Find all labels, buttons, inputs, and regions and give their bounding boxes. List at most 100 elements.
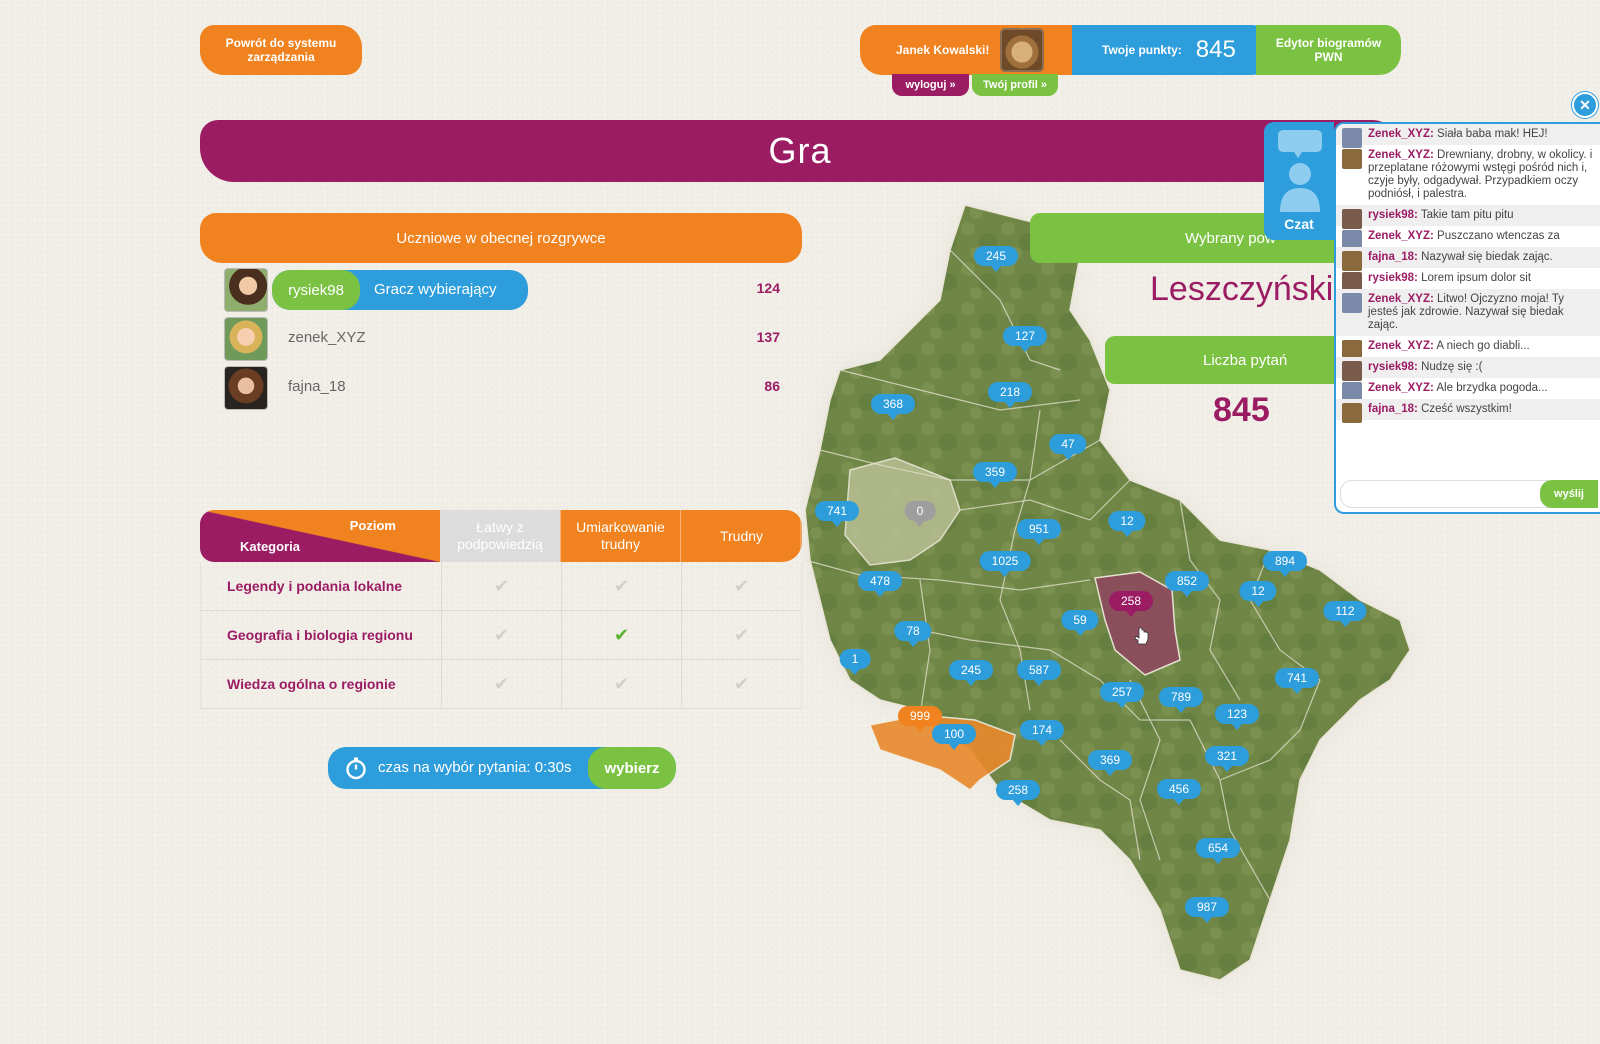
check-icon[interactable]: ✔: [681, 660, 801, 709]
district-pin[interactable]: 987: [1184, 897, 1230, 923]
player-row: zenek_XYZ 137: [224, 317, 780, 361]
district-pin[interactable]: 127: [1002, 326, 1048, 352]
district-pin[interactable]: 321: [1204, 746, 1250, 772]
back-to-admin-button[interactable]: Powrót do systemu zarządzania: [200, 25, 362, 75]
check-icon[interactable]: ✔: [441, 562, 561, 611]
district-pin[interactable]: 258: [995, 780, 1041, 806]
district-pin[interactable]: 174: [1019, 720, 1065, 746]
district-pin[interactable]: 368: [870, 394, 916, 420]
page-title: Gra: [200, 120, 1400, 182]
district-pin[interactable]: 78: [894, 621, 932, 647]
district-pin[interactable]: 359: [972, 462, 1018, 488]
chat-message: rysiek98: Takie tam pitu pitu: [1336, 205, 1600, 229]
district-pin[interactable]: 741: [1274, 668, 1320, 694]
send-button[interactable]: wyślij: [1540, 480, 1598, 508]
chat-author: fajna_18:: [1368, 251, 1418, 263]
user-avatar: [1000, 28, 1044, 72]
district-pin[interactable]: 123: [1214, 704, 1260, 730]
logout-button[interactable]: wyloguj »: [892, 74, 969, 96]
check-icon[interactable]: ✔: [681, 562, 801, 611]
check-icon[interactable]: ✔: [561, 660, 681, 709]
district-pin[interactable]: 789: [1158, 687, 1204, 713]
check-icon-selected[interactable]: ✔: [561, 611, 681, 660]
district-pin[interactable]: 951: [1016, 519, 1062, 545]
district-pin[interactable]: 112: [1323, 601, 1367, 627]
district-question-count: 12: [1239, 581, 1277, 607]
selected-district-name: Leszczyński: [1150, 270, 1334, 308]
district-pin[interactable]: 369: [1087, 750, 1133, 776]
district-pin[interactable]: 999: [897, 706, 943, 732]
district-pin[interactable]: 245: [948, 660, 994, 686]
district-pin[interactable]: 654: [1195, 838, 1241, 864]
player-score: 86: [764, 378, 780, 394]
chat-text: Ale brzydka pogoda...: [1436, 382, 1548, 394]
category-name: Wiedza ogólna o regionie: [227, 676, 396, 692]
close-icon[interactable]: ✕: [1572, 92, 1598, 118]
chat-avatar: [1342, 128, 1362, 148]
district-pin[interactable]: 12: [1239, 581, 1277, 607]
player-avatar: [224, 268, 268, 312]
chat-author: rysiek98:: [1368, 361, 1418, 373]
district-pin[interactable]: 894: [1262, 551, 1308, 577]
district-question-count: 218: [987, 382, 1033, 408]
district-pin[interactable]: 852: [1164, 571, 1210, 597]
district-pin[interactable]: 47: [1049, 434, 1087, 460]
check-icon[interactable]: ✔: [441, 611, 561, 660]
district-question-count: 174: [1019, 720, 1065, 746]
district-pin[interactable]: 257: [1099, 682, 1145, 708]
district-question-count: 257: [1099, 682, 1145, 708]
chat-author: Zenek_XYZ:: [1368, 128, 1434, 140]
check-icon[interactable]: ✔: [441, 660, 561, 709]
district-question-count: 368: [870, 394, 916, 420]
profile-button[interactable]: Twój profil »: [972, 74, 1058, 96]
check-icon[interactable]: ✔: [561, 562, 681, 611]
district-pin[interactable]: 1: [839, 649, 871, 675]
district-pin[interactable]: 59: [1061, 610, 1099, 636]
check-icon[interactable]: ✔: [681, 611, 801, 660]
chat-text: Siała baba mak! HEJ!: [1437, 128, 1548, 140]
player-row: rysiek98 Gracz wybierający 124: [224, 268, 780, 312]
category-label: Kategoria: [240, 539, 300, 554]
table-row: Legendy i podania lokalne ✔ ✔ ✔: [201, 562, 801, 611]
district-question-count: 258: [995, 780, 1041, 806]
chat-avatar: [1342, 230, 1362, 250]
district-pin[interactable]: 12: [1108, 511, 1146, 537]
district-pin[interactable]: 258: [1108, 591, 1154, 617]
district-question-count: 999: [897, 706, 943, 732]
chat-input[interactable]: [1340, 480, 1548, 508]
district-pin[interactable]: 456: [1156, 779, 1202, 805]
chat-avatar: [1342, 149, 1362, 169]
district-pin[interactable]: 478: [857, 571, 903, 597]
chat-text: Litwo! Ojczyzno moja! Ty jesteś jak zdro…: [1368, 293, 1565, 331]
region-map[interactable]: 245 127 218 368 47 359 741 0 951 12 1025 894 852 12 25…: [800, 180, 1460, 1020]
chat-tab[interactable]: Czat: [1264, 122, 1334, 240]
level-moderate-header: Umiarkowanie trudny: [560, 510, 680, 562]
district-pin[interactable]: 218: [987, 382, 1033, 408]
points-value: 845: [1195, 36, 1236, 63]
chat-author: rysiek98:: [1368, 209, 1418, 221]
district-pin[interactable]: 587: [1016, 660, 1062, 686]
chat-author: Zenek_XYZ:: [1368, 230, 1434, 242]
chat-avatar: [1342, 251, 1362, 271]
district-question-count: 369: [1087, 750, 1133, 776]
district-question-count: 987: [1184, 897, 1230, 923]
chat-author: fajna_18:: [1368, 403, 1418, 415]
district-pin[interactable]: 100: [931, 724, 977, 750]
district-question-count: 112: [1323, 601, 1367, 627]
district-question-count: 456: [1156, 779, 1202, 805]
district-question-count: 0: [904, 501, 936, 527]
district-pin[interactable]: 245: [973, 246, 1019, 272]
player-name: zenek_XYZ: [288, 329, 366, 346]
level-category-corner: Poziom Kategoria: [200, 510, 440, 562]
map-shape: [804, 204, 1411, 981]
choose-button[interactable]: wybierz: [588, 747, 676, 789]
district-question-count: 78: [894, 621, 932, 647]
district-pin[interactable]: 1025: [979, 551, 1031, 577]
biography-editor-button[interactable]: Edytor biogramów PWN: [1256, 25, 1401, 75]
chat-author: Zenek_XYZ:: [1368, 293, 1434, 305]
chat-message: fajna_18: Cześć wszystkim!: [1336, 399, 1600, 423]
chat-text: A niech go diabli...: [1436, 340, 1530, 352]
district-pin[interactable]: 741: [814, 501, 860, 527]
category-name: Legendy i podania lokalne: [227, 578, 403, 594]
district-pin[interactable]: 0: [904, 501, 936, 527]
